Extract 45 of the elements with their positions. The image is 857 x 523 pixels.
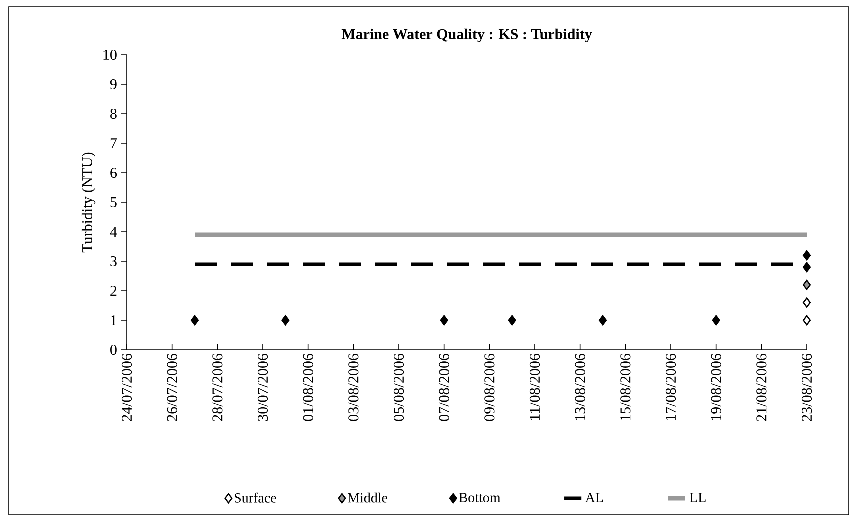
y-tick-label: 6 xyxy=(110,168,118,178)
chart-title: Marine Water Quality : KS : Turbidity xyxy=(342,28,592,43)
y-tick-label: 2 xyxy=(110,286,117,296)
point xyxy=(190,315,200,326)
x-tick-label: 21/08/2006 xyxy=(756,354,767,422)
x-tick-label: 23/08/2006 xyxy=(802,354,812,422)
x-tick-label: 28/07/2006 xyxy=(212,354,223,422)
legend-label: Surface xyxy=(235,492,276,503)
x-tick-label: 15/08/2006 xyxy=(620,354,631,421)
point xyxy=(440,315,448,326)
y-tick-label: 4 xyxy=(110,227,118,237)
x-tick-label: 05/08/2006 xyxy=(394,354,404,422)
x-tick-label: 24/07/2006 xyxy=(122,354,132,422)
x-tick-label: 13/08/2006 xyxy=(575,354,586,421)
point xyxy=(802,250,812,261)
y-tick-label: 1 xyxy=(111,316,117,326)
legend-label: Bottom xyxy=(459,493,501,503)
x-tick-label: 07/08/2006 xyxy=(439,354,450,422)
point xyxy=(802,315,812,326)
y-tick-label: 10 xyxy=(104,50,117,60)
x-tick-label: 01/08/2006 xyxy=(303,354,314,422)
y-tick-label: 8 xyxy=(110,108,117,120)
x-tick-label: 30/07/2006 xyxy=(258,354,268,422)
point xyxy=(712,315,720,326)
y-tick-label: 5 xyxy=(110,198,117,208)
y-tick-label: 7 xyxy=(110,138,118,148)
x-tick-label: 26/07/2006 xyxy=(167,354,178,422)
point xyxy=(282,315,290,326)
legend-label: Middle xyxy=(348,492,388,503)
y-tick-label: 0 xyxy=(110,344,117,356)
x-tick-label: 11/08/2006 xyxy=(530,354,540,420)
y-axis-title: Turbidity (NTU) xyxy=(82,152,96,253)
y-tick-label: 9 xyxy=(110,79,117,90)
x-tick-label: 03/08/2006 xyxy=(348,354,359,422)
x-tick-label: 19/08/2006 xyxy=(711,354,722,421)
legend-label: AL xyxy=(585,493,604,502)
point xyxy=(802,280,812,290)
x-tick-label: 17/08/2006 xyxy=(666,354,676,421)
point xyxy=(508,315,516,326)
point xyxy=(598,315,608,326)
point xyxy=(802,298,812,308)
point xyxy=(802,262,812,273)
legend-label: LL xyxy=(690,493,706,502)
x-tick-label: 09/08/2006 xyxy=(484,354,495,422)
y-tick-label: 3 xyxy=(110,256,117,267)
